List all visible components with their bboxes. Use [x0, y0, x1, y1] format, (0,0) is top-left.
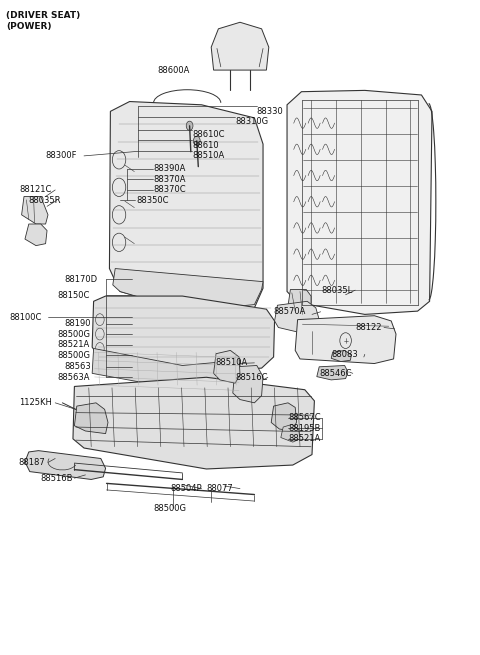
Text: 88500G: 88500G — [58, 329, 91, 339]
Text: 88546C: 88546C — [319, 369, 352, 378]
Text: (POWER): (POWER) — [6, 22, 51, 31]
Text: 88521A: 88521A — [58, 340, 90, 349]
Polygon shape — [22, 196, 48, 224]
Text: 88150C: 88150C — [58, 291, 90, 300]
Circle shape — [186, 121, 193, 130]
Polygon shape — [233, 365, 263, 403]
Text: 88350C: 88350C — [137, 196, 169, 205]
Text: 88390A: 88390A — [154, 164, 186, 174]
Polygon shape — [275, 301, 319, 334]
Text: 88610C: 88610C — [192, 130, 225, 140]
Text: 88500G: 88500G — [58, 350, 91, 360]
Text: 88370C: 88370C — [154, 185, 186, 195]
Text: 88600A: 88600A — [157, 66, 190, 75]
Text: 88510A: 88510A — [215, 358, 247, 367]
Text: 88330: 88330 — [257, 107, 284, 116]
Text: 88567C: 88567C — [288, 413, 321, 422]
Circle shape — [193, 136, 200, 145]
Text: 88370A: 88370A — [154, 175, 186, 184]
Text: 88504P: 88504P — [170, 484, 202, 493]
Polygon shape — [211, 22, 269, 70]
Text: 88500G: 88500G — [154, 504, 187, 513]
Polygon shape — [92, 296, 275, 373]
Text: 88170D: 88170D — [65, 274, 98, 284]
Polygon shape — [331, 350, 351, 362]
Polygon shape — [113, 269, 263, 311]
Polygon shape — [109, 102, 263, 314]
Text: 88121C: 88121C — [19, 185, 51, 195]
Text: 88122: 88122 — [355, 323, 382, 332]
Text: 88610: 88610 — [192, 141, 218, 150]
Polygon shape — [73, 377, 314, 469]
Text: 88310G: 88310G — [235, 117, 268, 126]
Text: 88083: 88083 — [331, 350, 358, 359]
Text: 88563A: 88563A — [58, 373, 90, 382]
Polygon shape — [317, 365, 348, 380]
Polygon shape — [288, 290, 311, 318]
Polygon shape — [74, 403, 108, 434]
Text: 88190: 88190 — [65, 319, 91, 328]
Text: 1125KH: 1125KH — [19, 398, 52, 407]
Text: 88510A: 88510A — [192, 151, 224, 160]
Polygon shape — [281, 424, 300, 442]
Text: 88300F: 88300F — [46, 151, 77, 160]
Text: 88195B: 88195B — [288, 424, 320, 433]
Text: 88035R: 88035R — [29, 196, 61, 205]
Polygon shape — [214, 350, 240, 383]
Text: (DRIVER SEAT): (DRIVER SEAT) — [6, 11, 80, 20]
Polygon shape — [92, 348, 240, 390]
Polygon shape — [25, 451, 106, 479]
Text: 88570A: 88570A — [274, 307, 306, 316]
Polygon shape — [287, 90, 432, 314]
Text: 88077: 88077 — [206, 484, 233, 493]
Text: 88035L: 88035L — [322, 286, 353, 295]
Polygon shape — [25, 224, 47, 246]
Text: 88521A: 88521A — [288, 434, 320, 443]
Polygon shape — [295, 316, 396, 364]
Text: 88100C: 88100C — [10, 312, 42, 322]
Text: 88563: 88563 — [65, 362, 92, 371]
Polygon shape — [271, 403, 297, 431]
Text: 88516B: 88516B — [41, 474, 73, 483]
Text: 88516C: 88516C — [235, 373, 268, 382]
Text: 88187: 88187 — [18, 458, 45, 467]
